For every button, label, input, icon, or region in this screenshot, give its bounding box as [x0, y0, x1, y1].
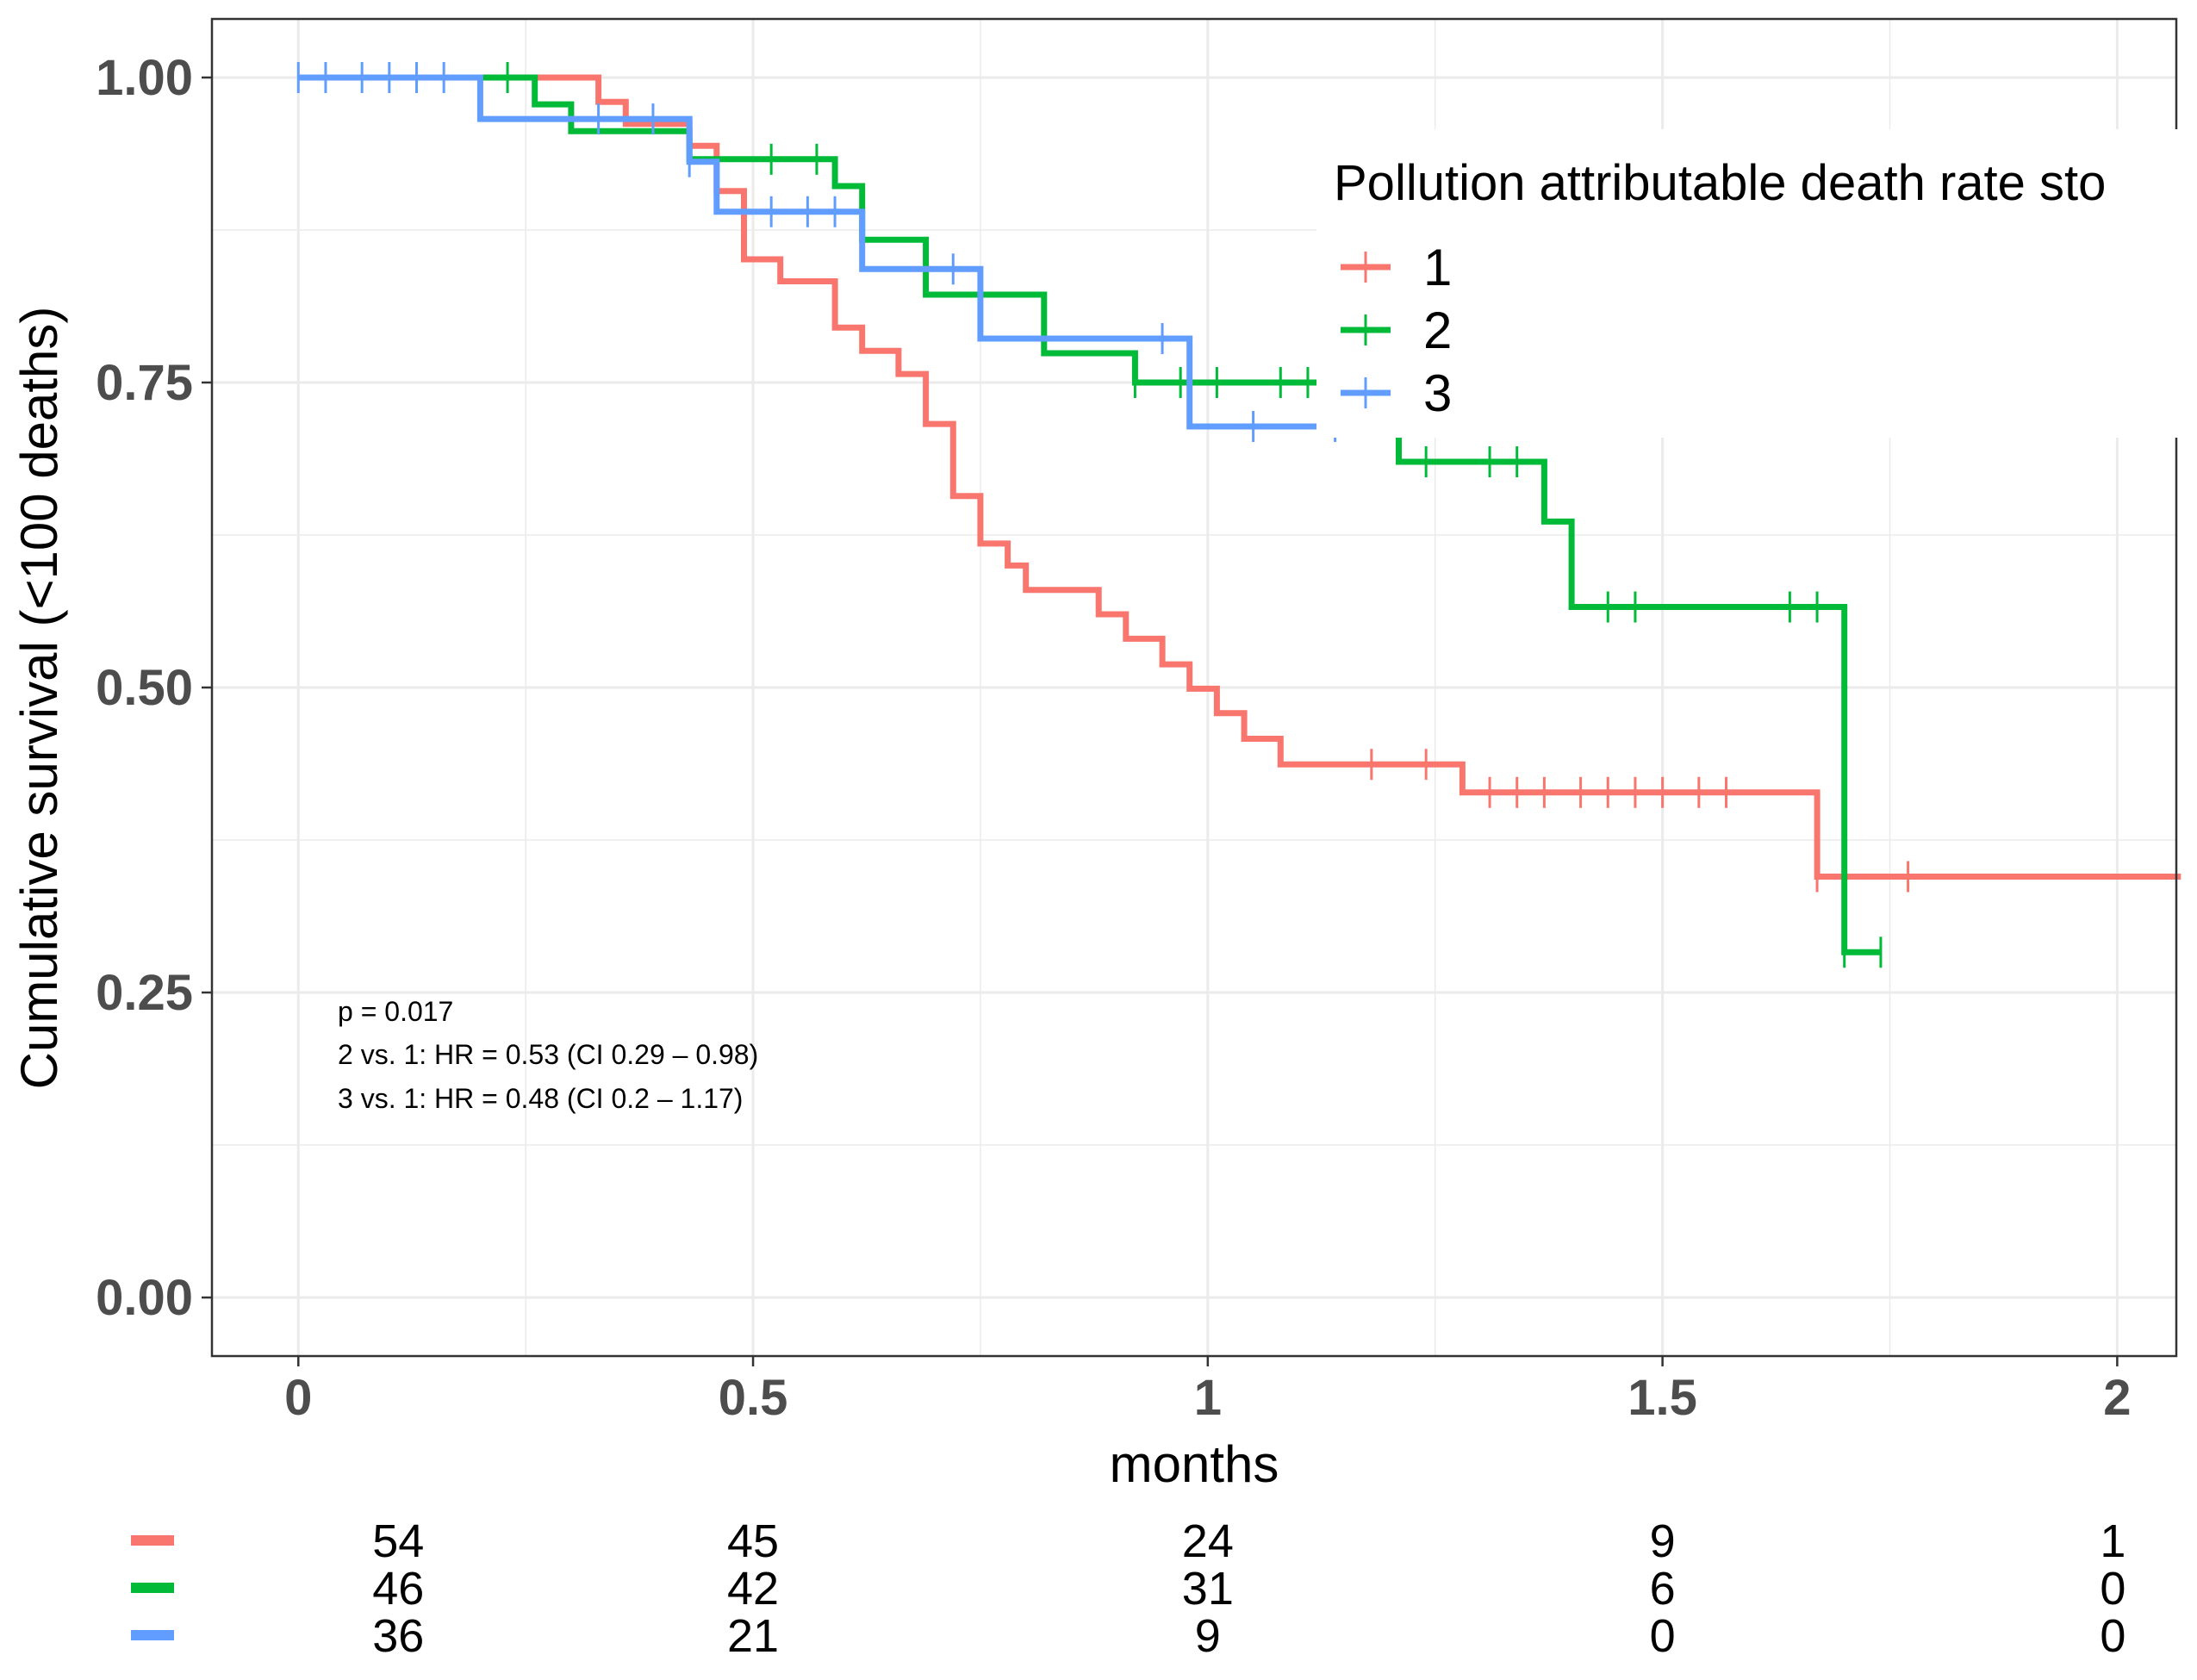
series-3-line [298, 74, 1335, 430]
risk-count: 9 [1650, 1515, 1676, 1567]
annotation-block: p = 0.017 2 vs. 1: HR = 0.53 (CI 0.29 – … [338, 996, 758, 1114]
y-tick-label: 0.75 [96, 355, 193, 411]
risk-row-color-key [131, 1630, 174, 1640]
risk-count: 9 [1195, 1610, 1221, 1662]
x-tick-label: 0 [284, 1370, 312, 1426]
risk-row-3: 36 21 9 0 0 [131, 1610, 2125, 1662]
risk-table: 54 45 24 9 146 42 31 6 036 21 9 0 0 [131, 1515, 2125, 1662]
y-axis-title: Cumulative survival (<100 deaths) [10, 307, 68, 1090]
hr-3-vs-1-text: 3 vs. 1: HR = 0.48 (CI 0.2 – 1.17) [338, 1083, 743, 1114]
risk-count: 36 [372, 1610, 424, 1662]
y-tick-label: 0.50 [96, 660, 193, 716]
risk-row-1: 54 45 24 9 1 [131, 1515, 2125, 1567]
x-axis-title: months [1110, 1435, 1279, 1493]
risk-count: 1 [2100, 1515, 2125, 1567]
risk-count: 0 [2100, 1610, 2125, 1662]
risk-count: 46 [372, 1563, 424, 1615]
risk-count: 0 [1650, 1610, 1676, 1662]
risk-count: 45 [727, 1515, 779, 1567]
risk-count: 21 [727, 1610, 779, 1662]
axes: 0 0.5 1 1.5 2 0.00 0.25 0.50 0.75 1.00 [96, 50, 2131, 1426]
series-2-line [298, 74, 1881, 955]
hr-2-vs-1-text: 2 vs. 1: HR = 0.53 (CI 0.29 – 0.98) [338, 1039, 758, 1070]
risk-row-2: 46 42 31 6 0 [131, 1563, 2125, 1615]
legend-background [1316, 129, 2178, 438]
risk-count: 42 [727, 1563, 779, 1615]
legend-label: 2 [1423, 302, 1452, 359]
risk-count: 31 [1182, 1563, 1234, 1615]
risk-count: 6 [1650, 1563, 1676, 1615]
legend: Pollution attributable death rate sto 1 2… [1316, 129, 2178, 438]
y-tick-label: 1.00 [96, 50, 193, 106]
x-tick-label: 0.5 [719, 1370, 788, 1426]
legend-key-3: 3 [1341, 364, 1452, 422]
x-tick-label: 1.5 [1628, 1370, 1697, 1426]
p-value-text: p = 0.017 [338, 996, 453, 1027]
y-tick-label: 0.25 [96, 965, 193, 1021]
y-tick-label: 0.00 [96, 1270, 193, 1326]
legend-keys: 1 23 [1341, 239, 1452, 422]
legend-key-1: 1 [1341, 239, 1452, 296]
survival-curves [296, 61, 2181, 968]
risk-row-color-key [131, 1535, 174, 1546]
legend-label: 1 [1423, 239, 1452, 296]
risk-row-color-key [131, 1583, 174, 1593]
risk-count: 0 [2100, 1563, 2125, 1615]
x-tick-label: 1 [1194, 1370, 1222, 1426]
risk-count: 24 [1182, 1515, 1234, 1567]
legend-label: 3 [1423, 364, 1452, 422]
x-tick-label: 2 [2103, 1370, 2131, 1426]
series-2-group [298, 61, 1883, 968]
legend-title: Pollution attributable death rate sto [1334, 155, 2106, 211]
legend-key-2: 2 [1341, 302, 1452, 359]
risk-count: 54 [372, 1515, 424, 1567]
